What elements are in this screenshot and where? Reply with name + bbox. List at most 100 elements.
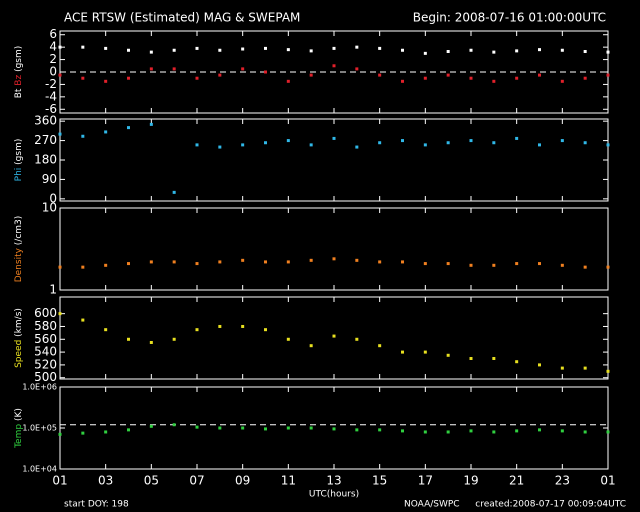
data-point [560, 79, 564, 83]
data-point [264, 70, 267, 74]
x-axis-label: UTC(hours) [309, 490, 359, 500]
y-tick-label: 500 [34, 370, 57, 384]
data-point [583, 50, 587, 53]
data-point [606, 143, 610, 147]
data-point [515, 136, 519, 140]
data-point [606, 50, 610, 54]
data-point [218, 426, 222, 430]
x-tick-label: 21 [509, 474, 524, 488]
begin-time: Begin: 2008-07-16 01:00:00UTC [413, 11, 606, 25]
data-point [515, 429, 519, 433]
data-point [538, 262, 541, 266]
data-point [309, 344, 313, 348]
y-tick-label: 580 [34, 319, 57, 333]
y-tick-label: 600 [34, 306, 57, 320]
y-axis-label-unit: (gsm) [14, 46, 24, 72]
data-point [560, 139, 564, 143]
data-point [560, 48, 564, 52]
y-axis-label-series: Phi [14, 168, 24, 182]
data-point [286, 48, 290, 52]
data-point [58, 432, 62, 436]
data-point [264, 46, 267, 50]
y-tick-label: 10 [42, 201, 57, 215]
data-point [81, 318, 85, 322]
y-axis-label-series: Speed [14, 340, 24, 368]
y-axis-label-series: Bz [14, 75, 24, 86]
y-tick-label: 360 [34, 114, 57, 128]
data-point [423, 430, 427, 434]
data-point [446, 430, 450, 434]
data-point [149, 340, 153, 344]
data-point [492, 50, 496, 54]
data-point [127, 48, 130, 52]
data-point [378, 260, 382, 264]
data-point [241, 143, 245, 147]
y-axis-label: Phi (gsm) [14, 139, 24, 182]
y-axis-label-unit: (/cm3) [14, 216, 24, 246]
data-point [538, 363, 541, 367]
data-point [286, 139, 290, 143]
y-axis-label-unit: (km/s) [14, 308, 24, 337]
data-point [446, 50, 450, 53]
y-tick-label: 520 [34, 357, 57, 371]
y-axis-label-series: Temp [14, 424, 24, 449]
data-point [149, 122, 153, 126]
data-point [241, 67, 245, 71]
y-tick-label: -4 [45, 89, 57, 103]
data-point [469, 48, 473, 52]
data-point [218, 145, 222, 149]
data-point [560, 429, 564, 433]
data-point [355, 337, 359, 341]
data-point [538, 73, 541, 77]
data-point [492, 357, 496, 360]
x-tick-label: 07 [189, 474, 204, 488]
y-tick-label: 560 [34, 332, 57, 346]
chart-title: ACE RTSW (Estimated) MAG & SWEPAM [64, 11, 300, 25]
data-point [515, 49, 519, 53]
data-point [332, 257, 336, 261]
data-point [469, 263, 473, 267]
data-point [446, 73, 450, 77]
data-point [241, 258, 245, 262]
data-point [81, 265, 85, 269]
data-point [127, 76, 130, 80]
data-point [332, 136, 336, 140]
data-point [332, 64, 336, 68]
data-point [401, 260, 404, 264]
data-point [81, 134, 85, 138]
x-tick-label: 11 [281, 474, 296, 488]
data-point [264, 328, 267, 332]
data-point [195, 425, 199, 429]
data-point [149, 67, 153, 71]
data-point [286, 79, 290, 83]
data-point [378, 73, 382, 77]
data-point [195, 328, 199, 332]
x-tick-label: 23 [555, 474, 570, 488]
data-point [401, 79, 404, 83]
data-point [469, 139, 473, 143]
data-point [172, 423, 176, 427]
y-axis-label: Bt Bz (gsm) [14, 46, 24, 99]
data-point [423, 262, 427, 266]
data-point [149, 50, 153, 54]
data-point [127, 262, 130, 266]
data-point [81, 431, 85, 435]
data-point [127, 337, 130, 341]
data-point [104, 430, 108, 434]
data-point [286, 337, 290, 341]
data-point [149, 424, 153, 428]
data-point [104, 79, 108, 83]
x-tick-label: 05 [144, 474, 159, 488]
data-point [309, 258, 313, 262]
y-tick-label: 1 [49, 283, 57, 297]
y-tick-label: 2 [49, 52, 57, 66]
data-point [172, 260, 176, 264]
data-point [172, 337, 176, 341]
data-point [492, 263, 496, 267]
data-point [309, 426, 313, 430]
data-point [195, 76, 199, 80]
y-axis-label: Temp (K) [14, 408, 24, 449]
data-point [149, 260, 153, 264]
